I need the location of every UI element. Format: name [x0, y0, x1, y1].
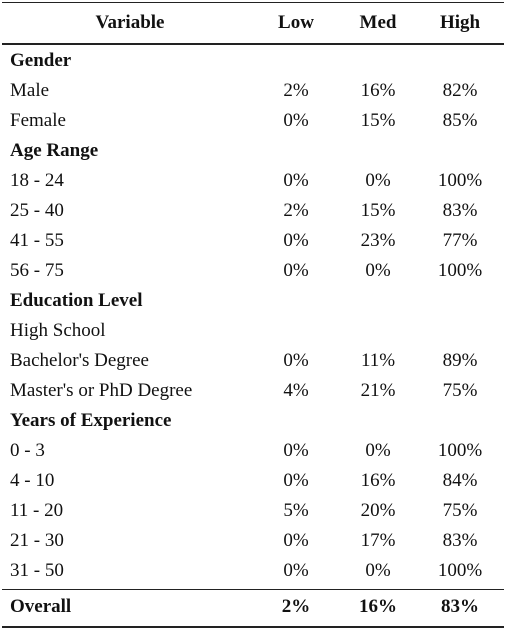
value-cell: 0% — [283, 350, 309, 371]
row-label: 4 - 10 — [10, 470, 55, 491]
row-label: 31 - 50 — [10, 560, 64, 581]
value-cell: 5% — [283, 500, 309, 521]
value-cell: 85% — [442, 110, 478, 131]
value-cell: 16% — [360, 470, 396, 491]
row-label: 56 - 75 — [10, 260, 64, 281]
value-cell: 83% — [442, 200, 478, 221]
value-cell: 100% — [437, 170, 483, 191]
value-cell: 83% — [442, 530, 478, 551]
row-label: 21 - 30 — [10, 530, 64, 551]
value-cell: 0% — [283, 470, 309, 491]
value-cell: 15% — [360, 200, 396, 221]
row-label: 25 - 40 — [10, 200, 64, 221]
section-title: Gender — [10, 50, 72, 71]
value-cell: 11% — [360, 350, 396, 371]
overall-label: Overall — [10, 596, 72, 617]
value-cell: 0% — [365, 440, 391, 461]
value-cell: 82% — [442, 80, 478, 101]
value-cell: 2% — [283, 200, 309, 221]
value-cell: 75% — [442, 380, 478, 401]
value-cell: 0% — [283, 560, 309, 581]
value-cell: 0% — [365, 170, 391, 191]
value-cell: 0% — [365, 560, 391, 581]
value-cell: 100% — [437, 260, 483, 281]
bottom-rule — [2, 626, 504, 628]
value-cell: 17% — [360, 530, 396, 551]
header-cell: Low — [278, 12, 314, 33]
header-cell: Variable — [95, 12, 165, 33]
value-cell: 100% — [437, 440, 483, 461]
section-title: Age Range — [10, 140, 99, 161]
row-label: Bachelor's Degree — [10, 350, 149, 371]
value-cell: 0% — [283, 230, 309, 251]
value-cell: 84% — [442, 470, 478, 491]
overall-value: 83% — [441, 596, 479, 617]
row-label: Female — [10, 110, 66, 131]
value-cell: 0% — [283, 170, 309, 191]
value-cell: 75% — [442, 500, 478, 521]
section-title: Years of Experience — [10, 410, 172, 431]
value-cell: 21% — [360, 380, 396, 401]
value-cell: 100% — [437, 560, 483, 581]
overall-value: 16% — [359, 596, 397, 617]
value-cell: 20% — [360, 500, 396, 521]
value-cell: 0% — [283, 440, 309, 461]
value-cell: 16% — [360, 80, 396, 101]
row-label: 41 - 55 — [10, 230, 64, 251]
row-label: High School — [10, 320, 106, 341]
row-label: 18 - 24 — [10, 170, 64, 191]
row-label: Master's or PhD Degree — [10, 380, 193, 401]
overall-rule — [2, 589, 504, 590]
header-cell: Med — [359, 12, 397, 33]
value-cell: 0% — [283, 260, 309, 281]
header-rule — [2, 43, 504, 45]
value-cell: 15% — [360, 110, 396, 131]
top-rule — [2, 2, 504, 3]
section-title: Education Level — [10, 290, 143, 311]
value-cell: 0% — [283, 110, 309, 131]
value-cell: 77% — [442, 230, 478, 251]
header-cell: High — [439, 12, 481, 33]
value-cell: 2% — [283, 80, 309, 101]
row-label: 0 - 3 — [10, 440, 45, 461]
value-cell: 23% — [360, 230, 396, 251]
row-label: Male — [10, 80, 50, 101]
value-cell: 0% — [283, 530, 309, 551]
value-cell: 89% — [442, 350, 478, 371]
value-cell: 0% — [365, 260, 391, 281]
row-label: 11 - 20 — [10, 500, 64, 521]
value-cell: 4% — [283, 380, 309, 401]
overall-value: 2% — [281, 596, 311, 617]
